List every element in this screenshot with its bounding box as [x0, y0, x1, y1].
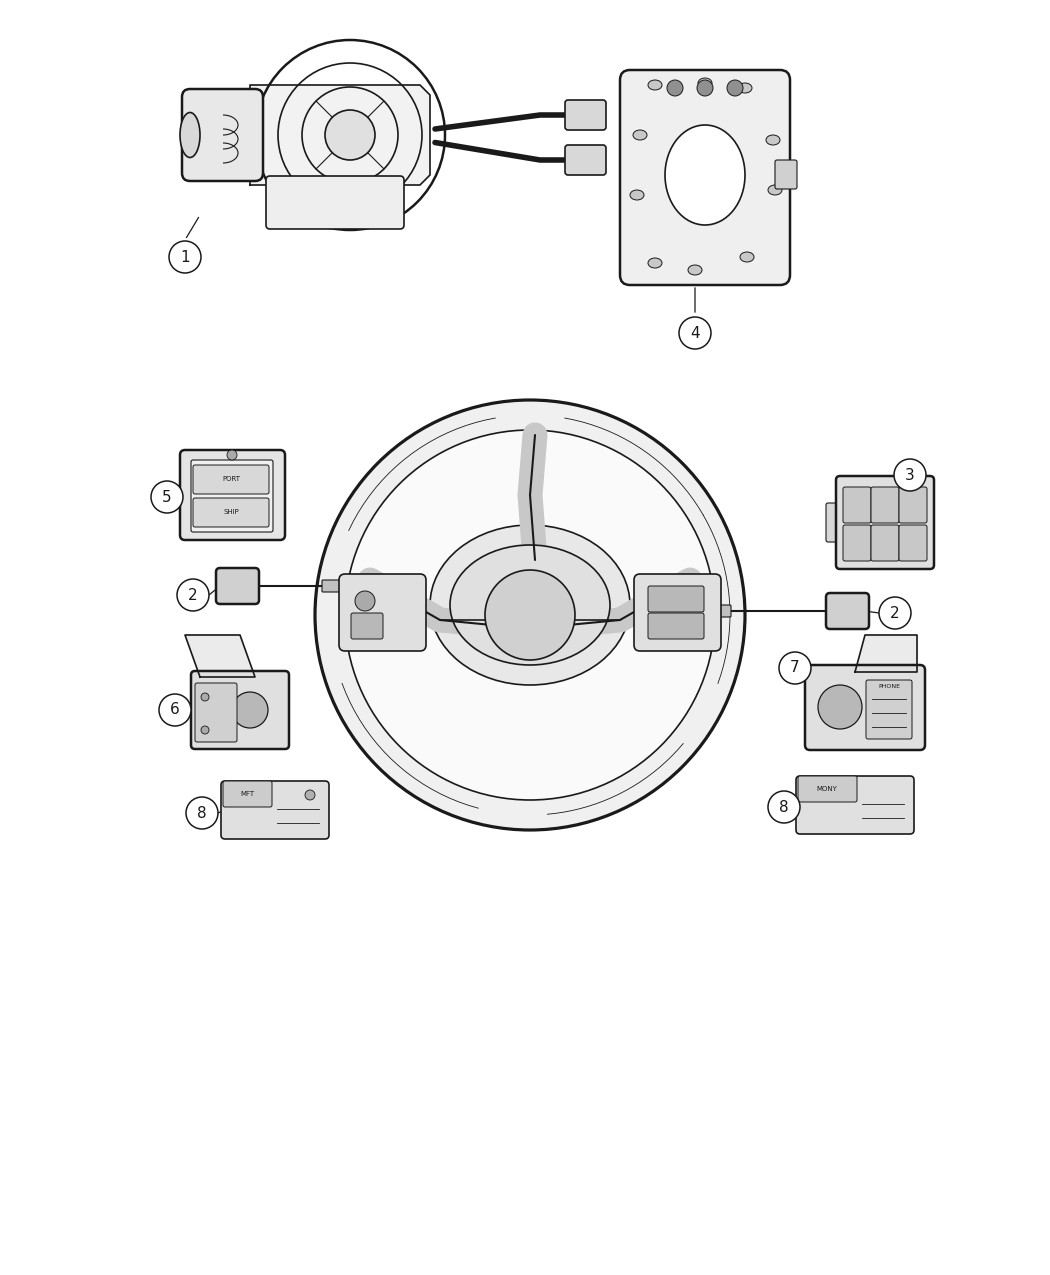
Polygon shape: [855, 635, 917, 672]
FancyBboxPatch shape: [223, 782, 272, 807]
Circle shape: [326, 110, 375, 159]
FancyBboxPatch shape: [899, 525, 927, 561]
Ellipse shape: [766, 135, 780, 145]
Ellipse shape: [180, 112, 200, 158]
Text: 1: 1: [181, 250, 190, 264]
Circle shape: [768, 790, 800, 822]
Text: MFT: MFT: [240, 790, 254, 797]
Circle shape: [697, 80, 713, 96]
FancyBboxPatch shape: [191, 460, 273, 532]
Circle shape: [169, 241, 201, 273]
Text: 2: 2: [188, 588, 197, 603]
Ellipse shape: [688, 265, 702, 275]
Circle shape: [879, 597, 911, 629]
FancyBboxPatch shape: [193, 465, 269, 493]
Circle shape: [345, 430, 715, 799]
Ellipse shape: [630, 190, 644, 200]
Circle shape: [201, 725, 209, 734]
FancyBboxPatch shape: [796, 776, 914, 834]
Circle shape: [159, 694, 191, 725]
Circle shape: [667, 80, 682, 96]
Circle shape: [232, 692, 268, 728]
Ellipse shape: [648, 80, 662, 91]
FancyBboxPatch shape: [216, 567, 259, 604]
Circle shape: [818, 685, 862, 729]
Text: PORT: PORT: [222, 476, 240, 482]
FancyBboxPatch shape: [182, 89, 262, 181]
Text: 4: 4: [690, 325, 699, 340]
FancyBboxPatch shape: [805, 666, 925, 750]
Circle shape: [201, 694, 209, 701]
FancyBboxPatch shape: [565, 145, 606, 175]
Circle shape: [894, 459, 926, 491]
Text: 8: 8: [779, 799, 789, 815]
Text: MONY: MONY: [817, 785, 838, 792]
Ellipse shape: [430, 525, 630, 685]
Circle shape: [355, 592, 375, 611]
Text: 8: 8: [197, 806, 207, 821]
Ellipse shape: [648, 258, 662, 268]
FancyBboxPatch shape: [322, 580, 342, 592]
Circle shape: [177, 579, 209, 611]
FancyBboxPatch shape: [565, 99, 606, 130]
FancyBboxPatch shape: [180, 450, 285, 541]
FancyBboxPatch shape: [843, 525, 872, 561]
Text: 3: 3: [905, 468, 915, 482]
Ellipse shape: [450, 544, 610, 666]
Ellipse shape: [633, 130, 647, 140]
Polygon shape: [185, 635, 255, 677]
Circle shape: [304, 790, 315, 799]
FancyBboxPatch shape: [836, 476, 934, 569]
Ellipse shape: [665, 125, 745, 224]
Circle shape: [727, 80, 743, 96]
FancyBboxPatch shape: [195, 683, 237, 742]
Polygon shape: [250, 85, 430, 185]
FancyBboxPatch shape: [193, 499, 269, 527]
Circle shape: [679, 317, 711, 349]
Ellipse shape: [698, 78, 712, 88]
Ellipse shape: [738, 83, 752, 93]
FancyBboxPatch shape: [711, 606, 731, 617]
Text: 6: 6: [170, 703, 180, 718]
Circle shape: [186, 797, 218, 829]
Circle shape: [151, 481, 183, 513]
Text: SHIP: SHIP: [223, 509, 239, 515]
FancyBboxPatch shape: [339, 574, 426, 652]
FancyBboxPatch shape: [648, 613, 704, 639]
FancyBboxPatch shape: [775, 159, 797, 189]
FancyBboxPatch shape: [648, 586, 704, 612]
FancyBboxPatch shape: [826, 504, 844, 542]
Text: PHONE: PHONE: [878, 685, 900, 690]
FancyBboxPatch shape: [872, 525, 899, 561]
Text: 2: 2: [890, 606, 900, 621]
Circle shape: [779, 652, 811, 683]
Ellipse shape: [740, 252, 754, 261]
FancyBboxPatch shape: [866, 680, 912, 740]
Text: 5: 5: [162, 490, 172, 505]
FancyBboxPatch shape: [634, 574, 721, 652]
Circle shape: [315, 400, 746, 830]
FancyBboxPatch shape: [899, 487, 927, 523]
FancyBboxPatch shape: [826, 593, 869, 629]
FancyBboxPatch shape: [191, 671, 289, 748]
Text: 7: 7: [791, 660, 800, 676]
FancyBboxPatch shape: [843, 487, 872, 523]
FancyBboxPatch shape: [351, 613, 383, 639]
FancyBboxPatch shape: [220, 782, 329, 839]
FancyBboxPatch shape: [798, 776, 857, 802]
Ellipse shape: [768, 185, 782, 195]
Circle shape: [227, 450, 237, 460]
FancyBboxPatch shape: [620, 70, 790, 286]
Circle shape: [485, 570, 575, 660]
FancyBboxPatch shape: [872, 487, 899, 523]
FancyBboxPatch shape: [266, 176, 404, 230]
